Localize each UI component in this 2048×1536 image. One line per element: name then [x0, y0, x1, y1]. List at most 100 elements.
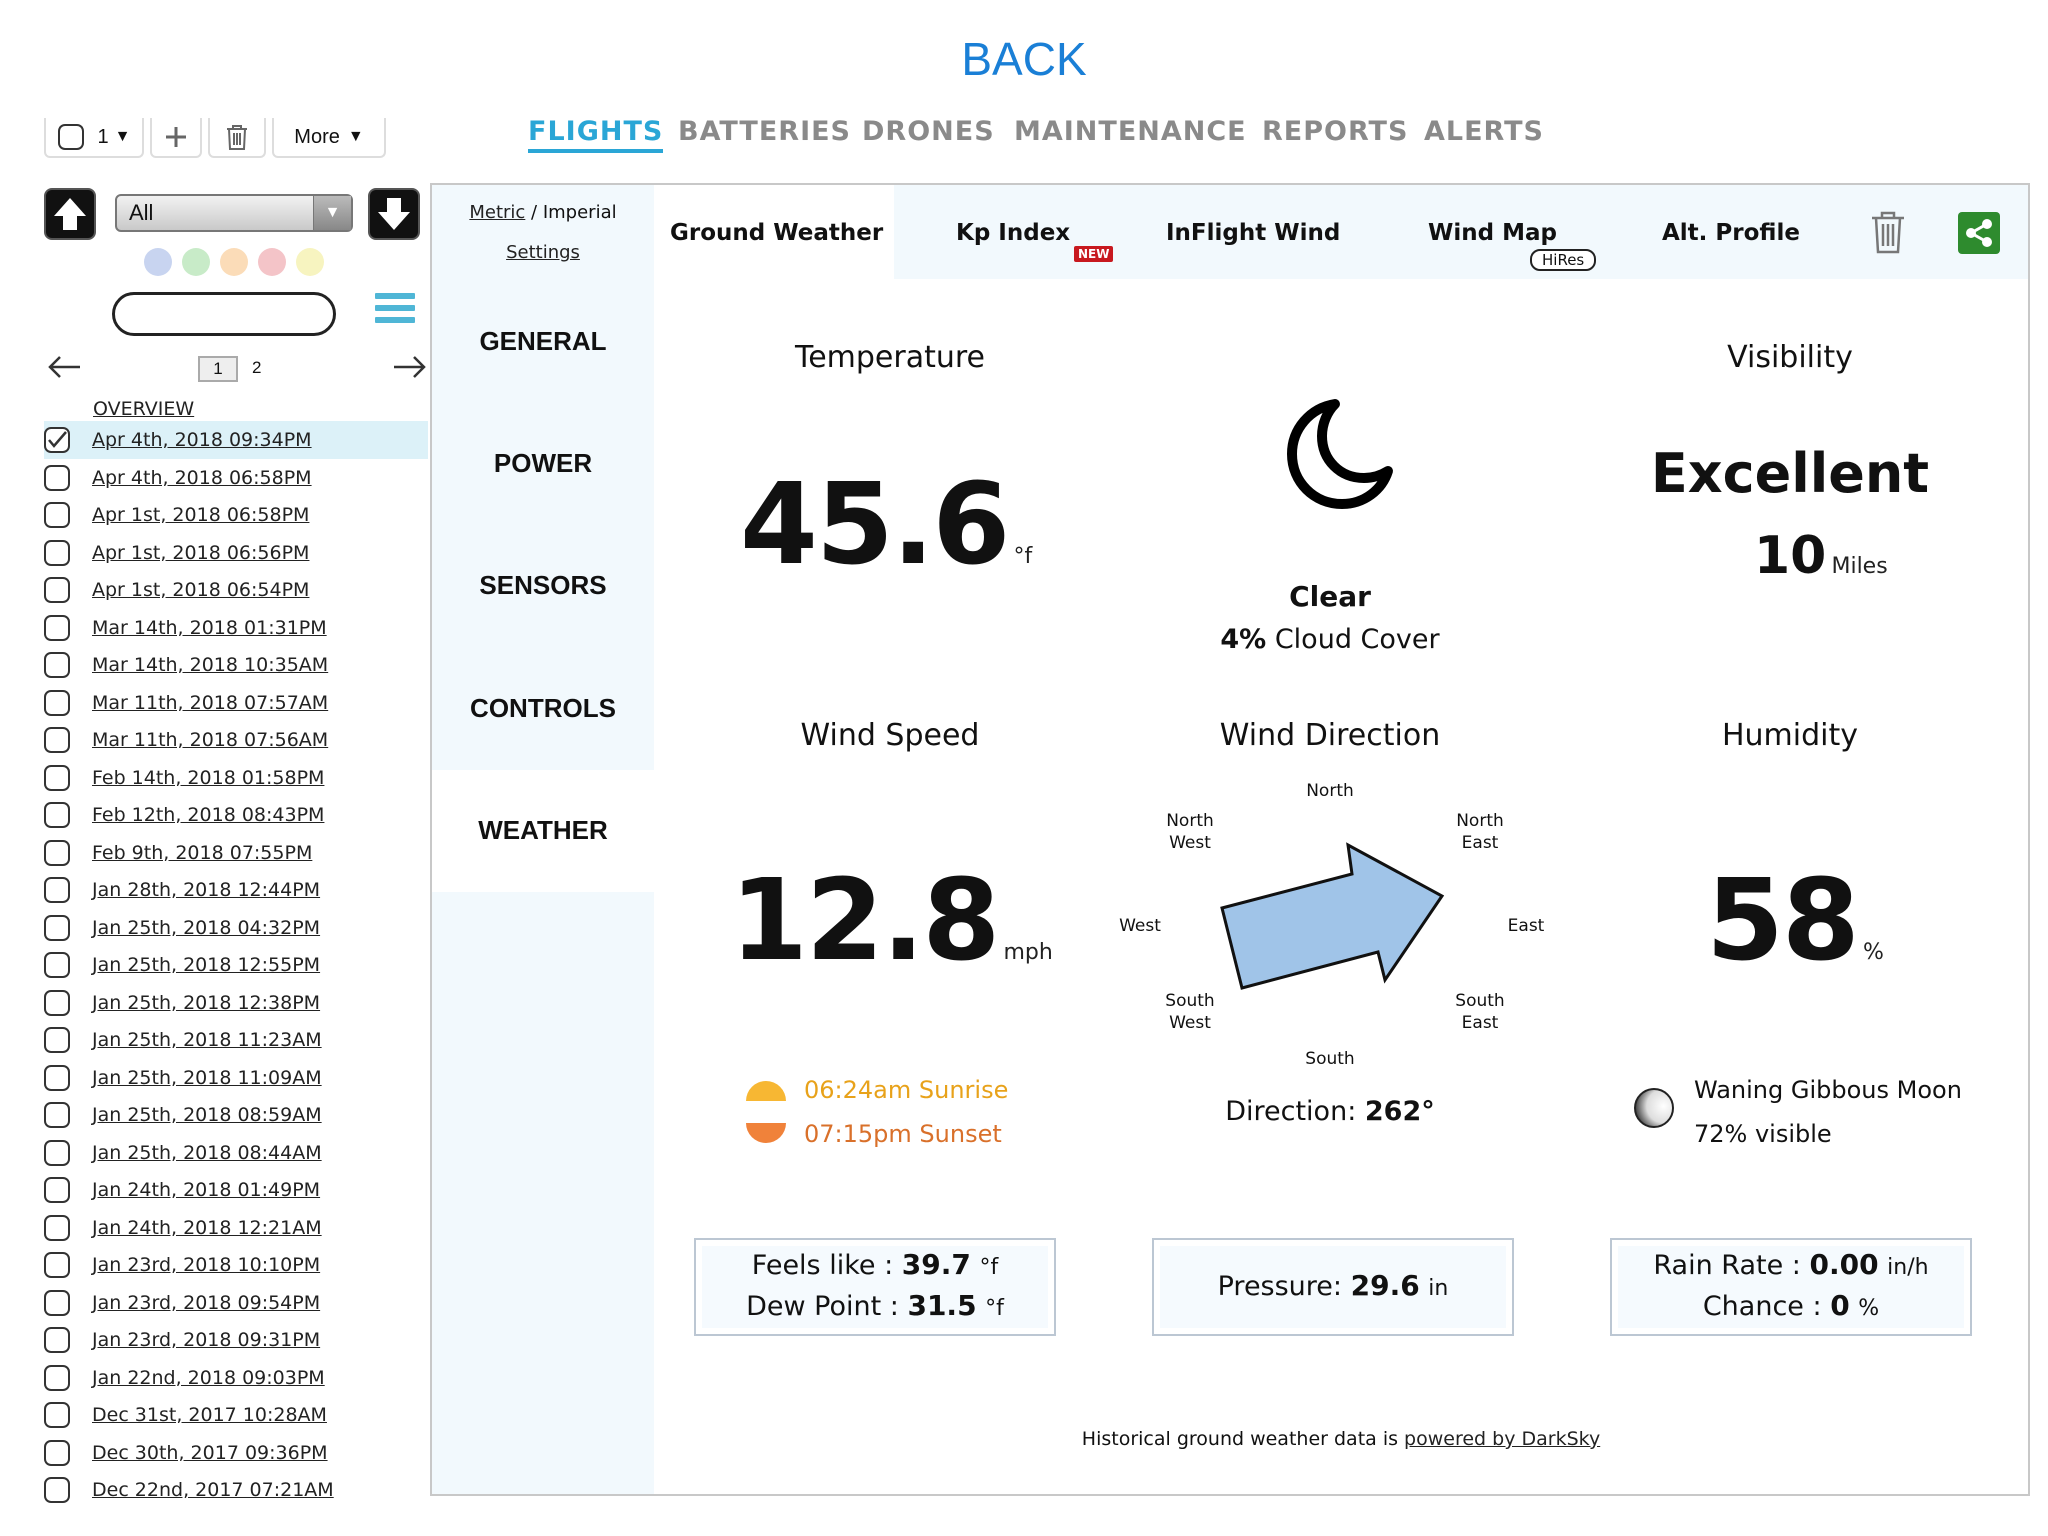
flight-checkbox[interactable]: [44, 1214, 70, 1241]
flight-list-item[interactable]: Jan 25th, 2018 11:09AM: [44, 1059, 428, 1097]
share-button[interactable]: [1958, 212, 2000, 254]
flight-list-item[interactable]: Mar 14th, 2018 10:35AM: [44, 646, 428, 684]
flight-date-link[interactable]: Apr 4th, 2018 06:58PM: [92, 466, 312, 489]
color-filter-dot[interactable]: [258, 248, 286, 276]
flight-date-link[interactable]: Feb 14th, 2018 01:58PM: [92, 766, 325, 789]
nav-general[interactable]: GENERAL: [479, 326, 607, 356]
flight-list-item[interactable]: Mar 11th, 2018 07:56AM: [44, 721, 428, 759]
flight-list-item[interactable]: Jan 25th, 2018 12:55PM: [44, 946, 428, 984]
more-dropdown[interactable]: More ▼: [272, 118, 386, 158]
flight-list-item[interactable]: Apr 1st, 2018 06:56PM: [44, 534, 428, 572]
metric-link[interactable]: Metric: [469, 202, 526, 223]
flight-date-link[interactable]: Dec 30th, 2017 09:36PM: [92, 1441, 328, 1464]
flight-date-link[interactable]: Jan 22nd, 2018 09:03PM: [92, 1366, 325, 1389]
flight-date-link[interactable]: Jan 25th, 2018 12:55PM: [92, 954, 321, 976]
flight-date-link[interactable]: Jan 25th, 2018 08:59AM: [92, 1104, 322, 1126]
flight-checkbox[interactable]: [44, 1139, 70, 1166]
flight-date-link[interactable]: Mar 11th, 2018 07:57AM: [92, 691, 329, 714]
color-filter-dot[interactable]: [144, 248, 172, 276]
flight-checkbox[interactable]: [44, 914, 70, 941]
flight-date-link[interactable]: Dec 22nd, 2017 07:21AM: [92, 1479, 334, 1501]
flight-checkbox[interactable]: [44, 802, 70, 828]
flight-list-item[interactable]: Dec 30th, 2017 09:36PM: [44, 1434, 428, 1472]
back-button[interactable]: BACK: [961, 33, 1087, 85]
flight-date-link[interactable]: Jan 23rd, 2018 10:10PM: [92, 1254, 321, 1276]
flight-checkbox[interactable]: [44, 764, 70, 791]
flight-checkbox[interactable]: [44, 1252, 70, 1278]
flight-date-link[interactable]: Dec 31st, 2017 10:28AM: [92, 1404, 327, 1426]
flight-list-item[interactable]: Apr 4th, 2018 09:34PM: [44, 421, 428, 459]
flight-list-item[interactable]: Jan 25th, 2018 11:23AM: [44, 1021, 428, 1059]
flight-date-link[interactable]: Jan 23rd, 2018 09:31PM: [92, 1329, 321, 1351]
nav-tab-batteries[interactable]: BATTERIES: [678, 116, 852, 147]
flight-date-link[interactable]: Jan 23rd, 2018 09:54PM: [92, 1291, 321, 1314]
flight-list-item[interactable]: Jan 25th, 2018 04:32PM: [44, 909, 428, 947]
flight-checkbox[interactable]: [44, 952, 70, 978]
darksky-link[interactable]: powered by DarkSky: [1404, 1428, 1601, 1450]
flight-checkbox[interactable]: [44, 539, 70, 566]
flight-date-link[interactable]: Apr 1st, 2018 06:58PM: [92, 504, 310, 526]
flight-checkbox[interactable]: [44, 877, 70, 903]
flight-date-link[interactable]: Jan 25th, 2018 04:32PM: [92, 916, 321, 939]
flight-date-link[interactable]: Jan 24th, 2018 12:21AM: [92, 1216, 322, 1239]
flight-list-item[interactable]: Feb 12th, 2018 08:43PM: [44, 796, 428, 834]
flight-checkbox[interactable]: [44, 577, 70, 603]
flight-date-link[interactable]: Mar 14th, 2018 10:35AM: [92, 654, 329, 676]
settings-link[interactable]: Settings: [506, 242, 580, 263]
page-1[interactable]: 1: [198, 356, 238, 382]
flight-list-item[interactable]: Apr 1st, 2018 06:54PM: [44, 571, 428, 609]
flight-checkbox[interactable]: [44, 1064, 70, 1091]
nav-tab-maintenance[interactable]: MAINTENANCE: [1014, 116, 1247, 147]
flight-date-link[interactable]: Jan 25th, 2018 11:09AM: [92, 1066, 322, 1089]
delete-button[interactable]: [208, 118, 266, 158]
flight-checkbox[interactable]: [44, 1477, 70, 1503]
nav-tab-alerts[interactable]: ALERTS: [1424, 116, 1544, 147]
tab-alt-profile[interactable]: Alt. Profile: [1662, 220, 1800, 246]
flight-checkbox[interactable]: [44, 1327, 70, 1353]
flight-date-link[interactable]: Jan 28th, 2018 12:44PM: [92, 879, 321, 901]
nav-sensors[interactable]: SENSORS: [479, 570, 607, 600]
move-up-button[interactable]: [44, 188, 96, 240]
page-2[interactable]: 2: [252, 358, 262, 377]
flight-checkbox[interactable]: [44, 1439, 70, 1466]
flight-checkbox[interactable]: [44, 1364, 70, 1391]
color-filter-dot[interactable]: [220, 248, 248, 276]
flight-date-link[interactable]: Feb 9th, 2018 07:55PM: [92, 841, 313, 864]
color-filter-dot[interactable]: [296, 248, 324, 276]
flight-list-item[interactable]: Jan 28th, 2018 12:44PM: [44, 871, 428, 909]
flight-checkbox[interactable]: [44, 502, 70, 528]
flight-checkbox[interactable]: [44, 689, 70, 716]
flight-list-item[interactable]: Dec 22nd, 2017 07:21AM: [44, 1471, 428, 1509]
flight-list-item[interactable]: Apr 4th, 2018 06:58PM: [44, 459, 428, 497]
nav-power[interactable]: POWER: [493, 448, 593, 478]
trash-icon[interactable]: [1868, 210, 1908, 256]
flight-checkbox-checked[interactable]: [44, 427, 70, 453]
flight-checkbox[interactable]: [44, 652, 70, 678]
flight-checkbox[interactable]: [44, 989, 70, 1016]
flight-checkbox[interactable]: [44, 1289, 70, 1316]
flight-checkbox[interactable]: [44, 1102, 70, 1128]
flight-checkbox[interactable]: [44, 464, 70, 491]
prev-page-icon[interactable]: [46, 352, 82, 382]
flight-checkbox[interactable]: [44, 1177, 70, 1203]
flight-list-item[interactable]: Mar 14th, 2018 01:31PM: [44, 609, 428, 647]
nav-tab-flights[interactable]: FLIGHTS: [528, 116, 664, 153]
flight-list-item[interactable]: Jan 25th, 2018 08:44AM: [44, 1134, 428, 1172]
flight-list-item[interactable]: Jan 24th, 2018 12:21AM: [44, 1209, 428, 1247]
flight-date-link[interactable]: Apr 1st, 2018 06:54PM: [92, 579, 310, 601]
add-button[interactable]: [150, 118, 202, 158]
flight-checkbox[interactable]: [44, 839, 70, 866]
flight-date-link[interactable]: Apr 4th, 2018 09:34PM: [92, 429, 312, 451]
tab-ground-weather[interactable]: Ground Weather: [670, 220, 884, 246]
flight-date-link[interactable]: Jan 25th, 2018 12:38PM: [92, 991, 321, 1014]
flight-list-item[interactable]: Jan 25th, 2018 12:38PM: [44, 984, 428, 1022]
flight-list-item[interactable]: Feb 9th, 2018 07:55PM: [44, 834, 428, 872]
tab-inflight-wind[interactable]: InFlight Wind: [1166, 220, 1341, 246]
flight-list-item[interactable]: Dec 31st, 2017 10:28AM: [44, 1396, 428, 1434]
select-count-dropdown[interactable]: 1 ▼: [44, 118, 144, 158]
next-page-icon[interactable]: [392, 352, 428, 382]
flight-date-link[interactable]: Jan 25th, 2018 08:44AM: [92, 1141, 322, 1164]
flight-list-item[interactable]: Jan 24th, 2018 01:49PM: [44, 1171, 428, 1209]
flight-list-item[interactable]: Jan 23rd, 2018 09:31PM: [44, 1321, 428, 1359]
color-filter-dot[interactable]: [182, 248, 210, 276]
